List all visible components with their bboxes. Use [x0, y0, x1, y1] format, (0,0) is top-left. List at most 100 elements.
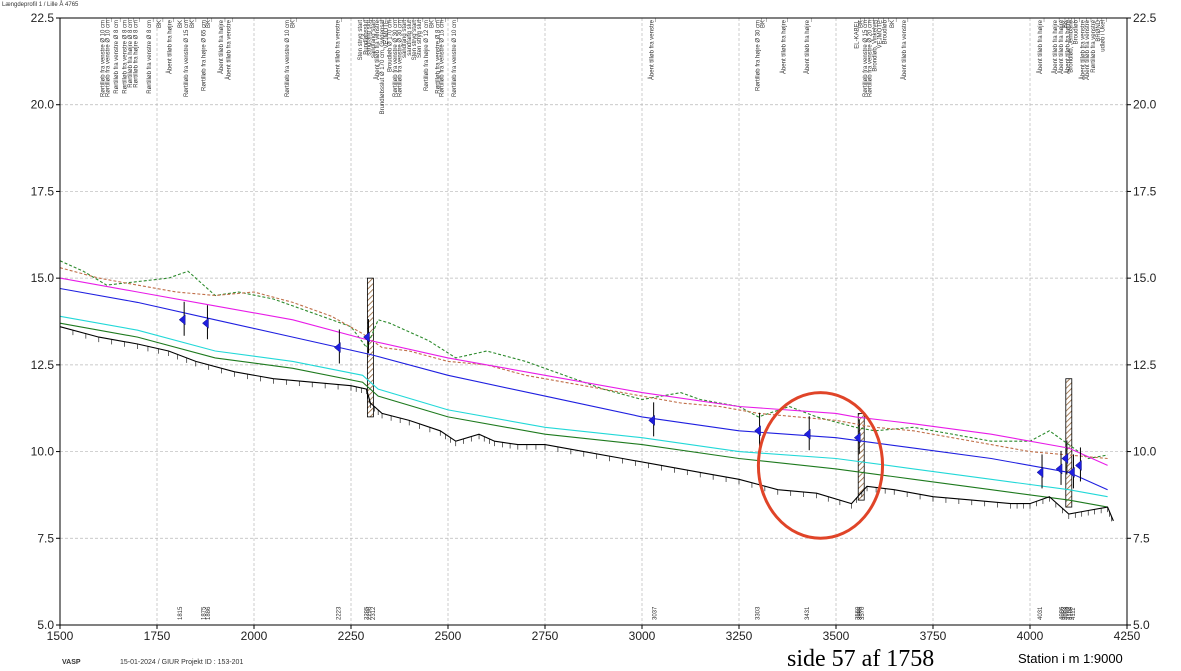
feature-label: Åbent tilløb fra højre — [804, 19, 811, 74]
plot-frame — [59, 17, 1128, 626]
feature-label: Sten stryg start — [412, 20, 418, 61]
feature-label: Broudløb — [882, 19, 888, 44]
x-tick-label: 3750 — [920, 629, 947, 643]
feature-label: sandfang slut — [366, 20, 372, 56]
highlight-ellipse — [756, 391, 885, 540]
feature-label: Rørtilløb fra venstre Ø 30 cm — [393, 20, 399, 97]
station-label: 2295 — [364, 606, 370, 620]
feature-label: Rørtilløb fra højre Ø 12 cm — [424, 20, 430, 91]
series-line-2 — [59, 267, 1108, 460]
feature-label: Sten stryg slut — [417, 20, 423, 58]
feature-label: Rørtilløb fra venstre Ø 8 cm — [435, 20, 441, 94]
feature-label: Rørtilløb fra venstre Ø 10 cm — [106, 20, 112, 97]
station-label: 4109 — [1069, 606, 1075, 620]
station-label: 4102 — [1066, 606, 1072, 620]
feature-label: VEJMOTE — [877, 20, 883, 48]
y-tick-label-right: 15.0 — [1133, 271, 1157, 285]
y-tick-label-right: 12.5 — [1133, 358, 1157, 372]
station-label: 4098 — [1064, 606, 1070, 620]
station-label: 2296 — [367, 606, 373, 620]
station-label: 4086 — [1059, 606, 1065, 620]
feature-label: BK — [206, 20, 212, 28]
feature-label: Rørtilløb fra venstre Ø 15 cm — [863, 20, 869, 97]
feature-label: Åbent tilløb fra venstre — [649, 19, 656, 80]
feature-label: Åbent tilløb fra venstre — [334, 19, 341, 80]
y-tick-label-left: 20.0 — [31, 98, 55, 112]
feature-label: Rørtilløb fra venstre Ø 10 cm — [452, 20, 458, 97]
station-label: 2312 — [371, 606, 377, 620]
feature-label: Brondløb, Vinkelvej — [873, 20, 879, 72]
feature-label: BK — [178, 20, 184, 28]
marker-triangle — [1061, 452, 1069, 465]
feature-label: Rørtilløb fra venstre Ø 10 cm — [285, 20, 291, 97]
series-line-4 — [59, 287, 1108, 491]
feature-label: Rørtilløb fra højre Ø 30 cm — [756, 20, 762, 91]
y-tick-label-left: 15.0 — [31, 271, 55, 285]
feature-label: Åbent tilløb fra højre — [1052, 19, 1059, 74]
structure-post — [366, 277, 374, 418]
x-tick-label: 1500 — [47, 629, 74, 643]
y-tick-label-left: 12.5 — [31, 358, 55, 372]
x-tick-label: 2750 — [532, 629, 559, 643]
feature-label: Rørtilløb fra venstre Ø 10 cm — [101, 20, 107, 97]
station-label: 3560 — [855, 606, 861, 620]
series-line-7 — [59, 326, 1114, 522]
highlight-layer — [756, 391, 885, 540]
feature-label: Bundløbsslut — [363, 20, 369, 55]
structure-post — [857, 413, 865, 501]
feature-label: Åbent tilløb fra venstre — [374, 19, 381, 80]
feature-label: Broudløb — [1073, 19, 1079, 44]
marker-triangle — [1055, 463, 1063, 475]
station-scale-label: Station i m 1:9000 — [1018, 651, 1123, 666]
feature-label: BK — [190, 20, 196, 28]
y-tick-label-left: 10.0 — [31, 445, 55, 459]
x-tick-label: 3500 — [823, 629, 850, 643]
feature-label: BK — [430, 20, 436, 28]
footer-meta: 15-01-2024 / GIUR Projekt ID : 153-201 — [120, 659, 243, 666]
marker-triangle — [1036, 466, 1044, 478]
marker-triangle — [754, 425, 761, 437]
marker-triangle — [178, 314, 186, 326]
feature-label: Rørtilløb fra højre Ø 65 cm — [202, 20, 208, 91]
feature-label: Rørtilløb fra højre Ø 8 cm — [128, 20, 134, 88]
y-tick-label-right: 20.0 — [1133, 98, 1157, 112]
feature-label: Åbent tilløb fra venstre — [226, 19, 233, 80]
feature-label: Brondløb, Jernbane — [1069, 19, 1075, 72]
station-label: 1875 — [202, 606, 208, 620]
feature-label: Åbent tilløb fra venstre — [1079, 19, 1086, 80]
series-lines — [59, 260, 1114, 522]
feature-label: Åbent tilløb fra højre — [781, 19, 788, 74]
marker-triangle — [1075, 459, 1082, 471]
station-label: 3570 — [860, 606, 866, 620]
y-tick-label-right: 17.5 — [1133, 184, 1157, 198]
feature-label: Rørtilløb fra højre Ø 8 cm — [134, 20, 140, 88]
feature-label: Åbent tilløb fra højre — [1065, 19, 1072, 74]
feature-label: Åbent tilløb fra højre — [166, 19, 173, 74]
top-left-caption: Længdeprofil 1 / Lille Å 4765 — [2, 1, 79, 8]
feature-label: Rørtilløb fra venstre Ø 15 cm — [184, 20, 190, 97]
grid-lines — [59, 17, 1128, 626]
station-label: 4092 — [1062, 606, 1068, 620]
feature-label: Åbent tilløb fra venstre — [1084, 19, 1091, 80]
station-label: 4111 — [1071, 607, 1077, 620]
feature-label: Åbent tilløb fra højre — [1058, 19, 1065, 74]
markers-layer — [178, 301, 1082, 489]
feature-label: Rørtilløb fra venstre Ø 20 cm — [868, 20, 874, 97]
x-tick-label: 2000 — [241, 629, 268, 643]
station-label: 3037 — [652, 606, 658, 620]
feature-label: sandfang start — [402, 20, 408, 58]
footer-logo: VASP — [62, 659, 81, 666]
station-label: 3303 — [756, 606, 762, 620]
feature-label: Rørtilløb fra venstre Ø 8 cm — [123, 20, 129, 94]
feature-labels: Rørtilløb fra venstre Ø 10 cm Rørtilløb f… — [101, 18, 1107, 114]
series-line-3 — [59, 277, 1108, 466]
station-label: 3431 — [805, 606, 811, 620]
feature-label: Åbent tilløb fra venstre — [901, 19, 908, 80]
feature-label: udløb i Ukel — [1100, 20, 1106, 52]
marker-triangle — [648, 414, 655, 426]
station-label: 1815 — [178, 606, 184, 620]
marker-triangle — [363, 331, 370, 343]
y-tick-label-right: 22.5 — [1133, 11, 1157, 25]
